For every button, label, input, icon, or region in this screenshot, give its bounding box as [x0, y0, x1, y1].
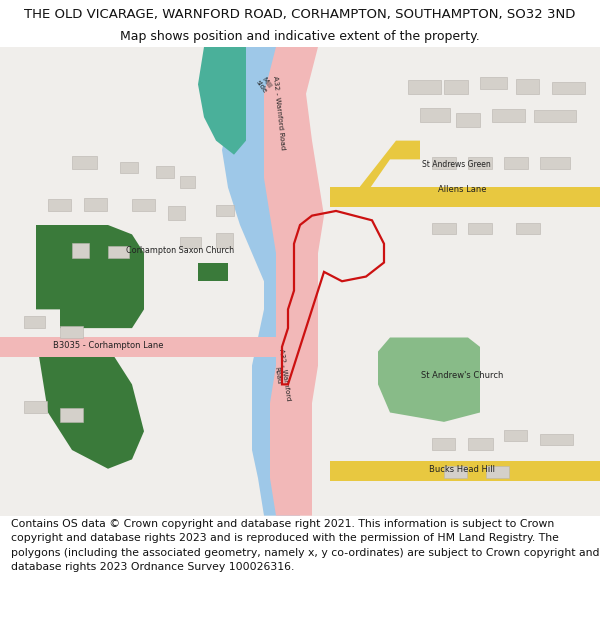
Bar	[540, 434, 573, 445]
Bar	[504, 430, 527, 441]
Bar	[540, 157, 570, 169]
Bar	[120, 162, 138, 173]
Bar	[552, 82, 585, 94]
Text: THE OLD VICARAGE, WARNFORD ROAD, CORHAMPTON, SOUTHAMPTON, SO32 3ND: THE OLD VICARAGE, WARNFORD ROAD, CORHAMP…	[25, 8, 575, 21]
Bar	[492, 109, 525, 122]
Bar	[408, 79, 441, 94]
Text: A32 - Warnford
Road: A32 - Warnford Road	[271, 348, 291, 402]
Bar	[60, 326, 83, 338]
Text: St Andrew's Church: St Andrew's Church	[421, 371, 503, 379]
Text: B3035 - Corhampton Lane: B3035 - Corhampton Lane	[53, 341, 163, 350]
Bar	[180, 176, 195, 188]
Bar	[168, 206, 185, 220]
Bar	[420, 107, 450, 122]
Bar	[516, 79, 539, 94]
Polygon shape	[330, 186, 600, 208]
Text: Contains OS data © Crown copyright and database right 2021. This information is : Contains OS data © Crown copyright and d…	[11, 519, 599, 572]
Bar	[216, 233, 233, 248]
Text: A32 - Warnford Road: A32 - Warnford Road	[272, 75, 286, 150]
Bar	[24, 401, 47, 412]
Bar	[456, 114, 480, 126]
Bar	[132, 199, 155, 211]
Text: Allens Lane: Allens Lane	[438, 186, 486, 194]
Bar	[48, 199, 71, 211]
Bar	[432, 157, 456, 169]
Polygon shape	[198, 262, 228, 281]
Text: Bucks Head Hill: Bucks Head Hill	[429, 465, 495, 474]
Polygon shape	[222, 47, 300, 516]
Bar	[72, 156, 97, 169]
Bar	[432, 438, 455, 450]
Bar	[468, 222, 492, 234]
Bar	[180, 237, 201, 248]
Text: Mill
side: Mill side	[254, 75, 274, 94]
Bar	[504, 157, 528, 169]
Bar	[534, 110, 576, 122]
Text: St Andrews Green: St Andrews Green	[422, 159, 490, 169]
Polygon shape	[0, 336, 312, 357]
Bar	[516, 222, 540, 234]
Bar	[156, 166, 174, 178]
Bar	[24, 316, 45, 328]
Text: Map shows position and indicative extent of the property.: Map shows position and indicative extent…	[120, 30, 480, 43]
Bar	[468, 438, 493, 450]
Bar	[72, 242, 89, 258]
Polygon shape	[36, 338, 144, 469]
Bar	[486, 466, 509, 478]
Bar	[468, 157, 492, 169]
Text: Corhampton Saxon Church: Corhampton Saxon Church	[126, 246, 234, 255]
Bar	[444, 466, 467, 478]
Polygon shape	[36, 225, 144, 328]
Polygon shape	[360, 141, 420, 202]
Bar	[432, 222, 456, 234]
Bar	[108, 246, 129, 258]
Polygon shape	[264, 47, 324, 516]
Bar	[216, 205, 234, 216]
Polygon shape	[198, 47, 246, 154]
Bar	[480, 78, 507, 89]
Polygon shape	[378, 338, 480, 422]
Bar	[444, 79, 468, 94]
Polygon shape	[330, 461, 600, 481]
Bar	[60, 408, 83, 422]
Bar	[84, 198, 107, 211]
